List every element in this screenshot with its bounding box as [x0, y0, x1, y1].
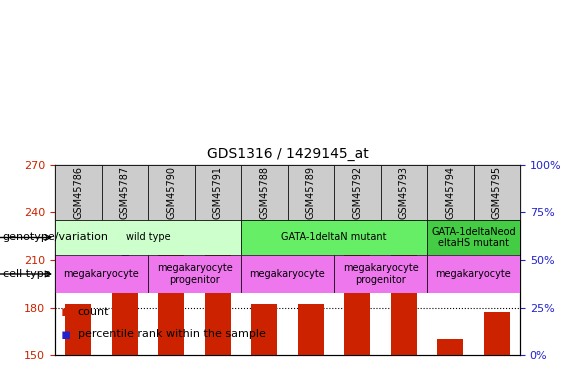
Bar: [148, 255, 241, 293]
Text: cell type: cell type: [3, 269, 50, 279]
Bar: [427, 165, 473, 220]
Text: GSM45793: GSM45793: [399, 166, 408, 219]
Bar: [391, 168, 416, 355]
Bar: [380, 165, 427, 220]
Bar: [241, 220, 427, 255]
Text: GSM45792: GSM45792: [352, 166, 362, 219]
Bar: [241, 255, 334, 293]
Text: GATA-1deltaN mutant: GATA-1deltaN mutant: [281, 232, 387, 243]
Bar: [298, 304, 324, 355]
Text: GSM45789: GSM45789: [306, 166, 316, 219]
Text: GSM45795: GSM45795: [492, 166, 502, 219]
Bar: [241, 165, 288, 220]
Text: ▪: ▪: [60, 304, 71, 319]
Text: megakaryocyte
progenitor: megakaryocyte progenitor: [157, 263, 232, 285]
Text: wild type: wild type: [125, 232, 170, 243]
Bar: [427, 255, 520, 293]
Text: megakaryocyte: megakaryocyte: [250, 269, 325, 279]
Bar: [427, 220, 520, 255]
Text: GSM45794: GSM45794: [445, 166, 455, 219]
Text: count: count: [77, 307, 109, 317]
Bar: [334, 255, 427, 293]
Bar: [194, 165, 241, 220]
Bar: [55, 220, 241, 255]
Bar: [437, 339, 463, 355]
Text: GSM45786: GSM45786: [73, 166, 83, 219]
Text: genotype/variation: genotype/variation: [3, 232, 109, 243]
Bar: [55, 165, 102, 220]
Bar: [55, 255, 148, 293]
Text: GATA-1deltaNeod
eltaHS mutant: GATA-1deltaNeod eltaHS mutant: [431, 227, 516, 248]
Bar: [205, 196, 231, 355]
Bar: [158, 222, 184, 355]
Text: GSM45787: GSM45787: [120, 166, 130, 219]
Bar: [345, 216, 370, 355]
Bar: [251, 304, 277, 355]
Text: GSM45788: GSM45788: [259, 166, 270, 219]
Bar: [102, 165, 148, 220]
Text: megakaryocyte: megakaryocyte: [436, 269, 511, 279]
Bar: [112, 280, 137, 355]
Bar: [484, 312, 510, 355]
Text: percentile rank within the sample: percentile rank within the sample: [77, 329, 266, 339]
Text: GSM45791: GSM45791: [213, 166, 223, 219]
Text: GSM45790: GSM45790: [166, 166, 176, 219]
Bar: [334, 165, 380, 220]
Bar: [66, 304, 91, 355]
Text: megakaryocyte
progenitor: megakaryocyte progenitor: [342, 263, 418, 285]
Bar: [473, 165, 520, 220]
Text: ▪: ▪: [60, 327, 71, 342]
Bar: [148, 165, 194, 220]
Text: megakaryocyte: megakaryocyte: [64, 269, 140, 279]
Title: GDS1316 / 1429145_at: GDS1316 / 1429145_at: [207, 147, 368, 161]
Bar: [288, 165, 334, 220]
